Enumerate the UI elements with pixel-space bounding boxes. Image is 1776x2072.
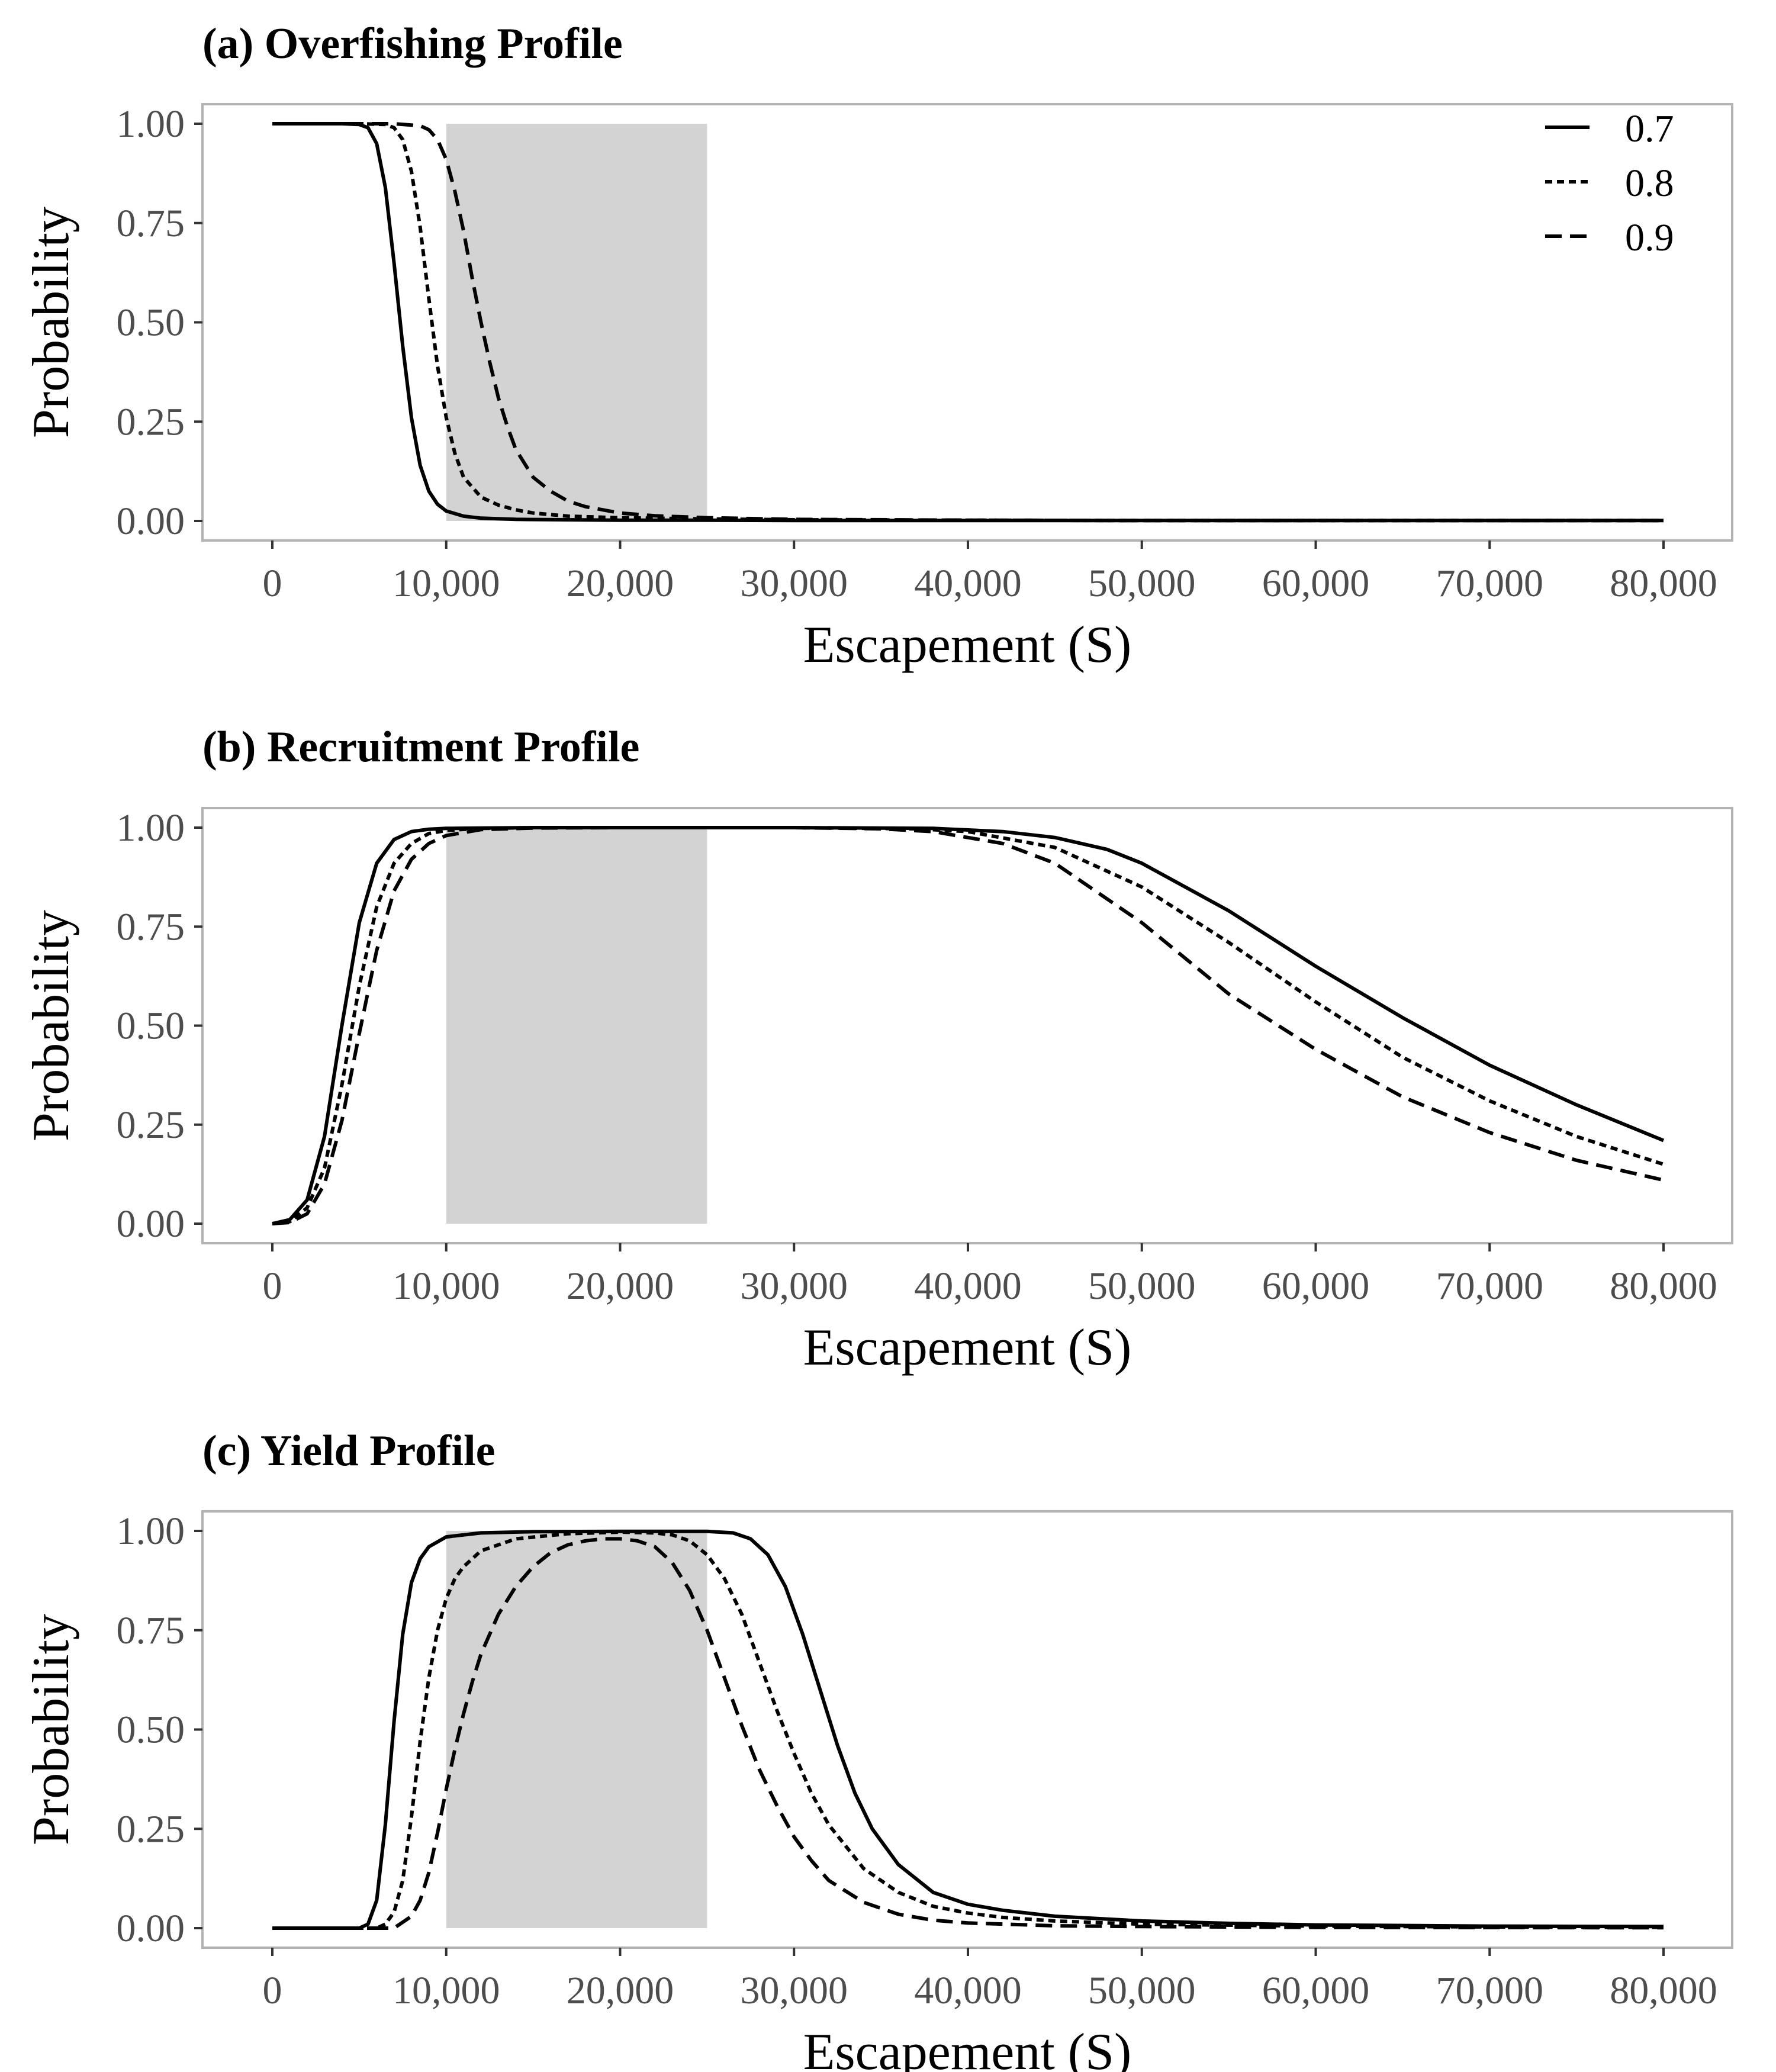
x-tick-label: 30,000 xyxy=(741,1969,848,2012)
x-tick-label: 70,000 xyxy=(1436,562,1544,605)
x-axis-title: Escapement (S) xyxy=(803,616,1132,674)
y-tick-label: 0.00 xyxy=(117,1202,185,1246)
x-tick-label: 50,000 xyxy=(1088,562,1196,605)
y-tick-label: 0.00 xyxy=(117,500,185,543)
x-tick-label: 0 xyxy=(263,1969,282,2012)
y-tick-label: 0.25 xyxy=(117,400,185,443)
plot-area xyxy=(202,808,1732,1243)
x-tick-label: 50,000 xyxy=(1088,1969,1196,2012)
series-line-0.9 xyxy=(272,122,1664,523)
x-tick-label: 10,000 xyxy=(392,562,500,605)
series-line-0.8 xyxy=(272,122,1664,523)
y-tick-label: 1.00 xyxy=(117,1510,185,1553)
x-tick-label: 0 xyxy=(263,562,282,605)
y-tick-label: 0.00 xyxy=(117,1907,185,1950)
y-tick-label: 0.50 xyxy=(117,1005,185,1048)
y-tick-label: 1.00 xyxy=(117,102,185,146)
x-tick-label: 0 xyxy=(263,1265,282,1308)
y-tick-label: 0.25 xyxy=(117,1807,185,1851)
shaded-range xyxy=(446,828,707,1224)
x-tick-label: 60,000 xyxy=(1262,1265,1370,1308)
panel-title: (a) Overfishing Profile xyxy=(202,20,623,68)
x-tick-label: 40,000 xyxy=(914,1969,1022,2012)
y-tick-label: 0.75 xyxy=(117,1609,185,1652)
panel-title: (b) Recruitment Profile xyxy=(202,723,639,771)
chart-panel-2: (b) Recruitment Profile 0.00 0.25 0.50 0.75 1… xyxy=(22,723,1733,1376)
x-tick-label: 80,000 xyxy=(1610,1969,1717,2012)
y-tick-label: 0.50 xyxy=(117,301,185,345)
plot-area xyxy=(202,1511,1732,1948)
legend-label: 0.7 xyxy=(1625,107,1674,150)
x-tick-label: 20,000 xyxy=(567,1265,674,1308)
series-line-0.8 xyxy=(272,1530,1664,1930)
shaded-range xyxy=(446,124,707,521)
x-tick-label: 10,000 xyxy=(392,1969,500,2012)
x-tick-label: 80,000 xyxy=(1610,1265,1717,1308)
y-axis-title: Probability xyxy=(22,207,80,438)
y-axis-title: Probability xyxy=(22,910,80,1141)
legend: 0.7 0.8 0.9 xyxy=(1545,107,1674,259)
series-line-0.9 xyxy=(272,1537,1664,1930)
x-tick-label: 30,000 xyxy=(741,1265,848,1308)
x-tick-label: 50,000 xyxy=(1088,1265,1196,1308)
x-tick-label: 40,000 xyxy=(914,1265,1022,1308)
shaded-range xyxy=(446,1531,707,1928)
y-axis-title: Probability xyxy=(22,1614,80,1845)
y-tick-label: 0.25 xyxy=(117,1103,185,1147)
chart-panel-3: (c) Yield Profile 0.00 0.25 0.50 0.75 1.00 0 10… xyxy=(22,1427,1733,2072)
chart-panel-1: (a) Overfishing Profile 0.00 0.25 0.50 0.75 1… xyxy=(22,20,1733,674)
x-axis-title: Escapement (S) xyxy=(803,2023,1132,2072)
x-axis-title: Escapement (S) xyxy=(803,1319,1132,1376)
x-tick-label: 70,000 xyxy=(1436,1969,1544,2012)
series-line-0.8 xyxy=(272,826,1664,1225)
legend-label: 0.8 xyxy=(1625,162,1674,205)
x-tick-label: 40,000 xyxy=(914,562,1022,605)
y-tick-label: 0.50 xyxy=(117,1709,185,1752)
y-tick-label: 1.00 xyxy=(117,806,185,850)
x-tick-label: 60,000 xyxy=(1262,1969,1370,2012)
legend-label: 0.9 xyxy=(1625,216,1674,259)
series-line-0.9 xyxy=(272,826,1664,1225)
x-tick-label: 70,000 xyxy=(1436,1265,1544,1308)
x-tick-label: 20,000 xyxy=(567,562,674,605)
x-tick-label: 20,000 xyxy=(567,1969,674,2012)
y-tick-label: 0.75 xyxy=(117,905,185,948)
series-line-0.7 xyxy=(272,1529,1664,1930)
panel-title: (c) Yield Profile xyxy=(202,1427,496,1475)
x-tick-label: 60,000 xyxy=(1262,562,1370,605)
x-tick-label: 30,000 xyxy=(741,562,848,605)
x-tick-label: 10,000 xyxy=(392,1265,500,1308)
x-tick-label: 80,000 xyxy=(1610,562,1717,605)
y-tick-label: 0.75 xyxy=(117,202,185,245)
